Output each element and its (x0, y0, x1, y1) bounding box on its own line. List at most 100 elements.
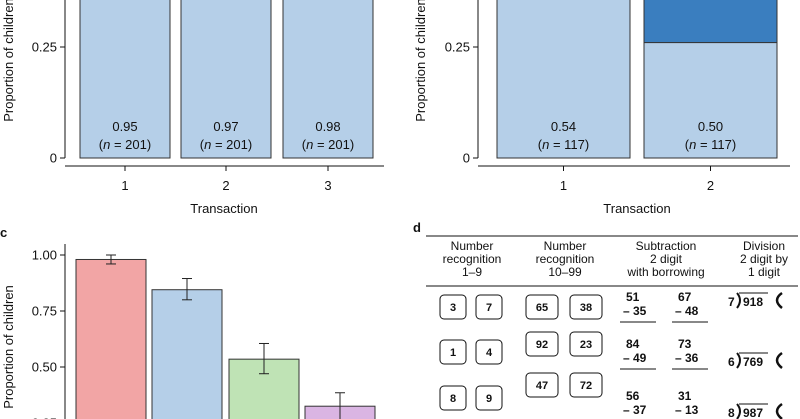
panel-c-axes: 0.25 0.50 0.75 1.00 (32, 244, 66, 419)
panel-d-cards: 3 7 1 4 8 9 65 38 92 23 47 72 (439, 294, 603, 411)
panel-a-ytick-label: 0 (50, 151, 57, 166)
panel-b: 0.54 (n = 117) 0.50 (n = 117) 1 2 0 0.25 0.50 P… (413, 0, 790, 216)
panel-c-ytick-label: 0.50 (32, 360, 57, 375)
division-divisor: 6 (728, 355, 735, 369)
panel-d-column-header: recognition (443, 252, 502, 266)
panel-a-bar-2 (180, 0, 272, 159)
panel-b-ylabel: Proportion of children (413, 0, 428, 122)
panel-c-ytick-label: 0.75 (32, 304, 57, 319)
panel-a-xtick-label: 1 (121, 178, 128, 193)
panel-d-column-header: Division (743, 239, 785, 253)
panel-d-column-header: with borrowing (626, 265, 704, 279)
panel-a-bar-value-label: 0.95 (112, 119, 137, 134)
panel-c-ylabel: Proportion of children (1, 285, 16, 409)
panel-a: 0.95(n = 201)0.97(n = 201)0.98(n = 201) … (1, 0, 384, 216)
subtraction-top: 84 (626, 337, 640, 351)
number-card-label: 65 (536, 302, 548, 314)
subtraction-top: 56 (626, 389, 640, 403)
panel-a-bar-3 (282, 0, 374, 159)
division-open-bracket-icon (775, 291, 783, 309)
subtraction-bottom: – 13 (675, 403, 699, 417)
number-card (569, 331, 603, 357)
division-divisor: 7 (728, 295, 735, 309)
panel-b-xtick-label: 1 (560, 178, 567, 193)
number-card-label: 38 (580, 302, 592, 314)
panel-b-ytick-label: 0.25 (445, 40, 470, 55)
number-card-label: 7 (486, 302, 492, 314)
panel-a-bars: 0.95 (n = 201) 0.97 (n = 201) 0.98 (n = 201) (79, 0, 374, 159)
panel-b-xlabel: Transaction (603, 201, 670, 216)
panel-d-column-header: 1 digit (748, 265, 781, 279)
panel-a-xtick-label: 3 (324, 178, 331, 193)
number-card (475, 385, 503, 411)
panel-b-bar-lower-1 (496, 0, 631, 159)
panel-b-axes: 1 2 0 0.25 0.50 (445, 0, 790, 193)
division-divisor: 8 (728, 406, 735, 419)
panel-a-bar-value-label: 0.97 (213, 119, 238, 134)
number-card-label: 4 (486, 347, 493, 359)
panel-b-ytick-label: 0 (463, 151, 470, 166)
panel-c-bar-1 (75, 258, 147, 419)
panel-a-ylabel: Proportion of children (1, 0, 16, 122)
division-dividend: 987 (743, 406, 763, 419)
panel-d-column-header: Number (451, 239, 494, 253)
number-card (525, 372, 559, 398)
panel-b-bar-value-label: 0.54 (551, 119, 576, 134)
panel-d-column-header: 2 digit by (740, 252, 788, 266)
subtraction-bottom: – 35 (623, 304, 647, 318)
panel-b-xtick-label: 2 (707, 178, 714, 193)
number-card (475, 294, 503, 320)
panel-b-bar-n-label: (n = 117) (538, 137, 589, 152)
panel-c-ytick-label: 0.25 (32, 416, 57, 419)
number-card (569, 294, 603, 320)
subtraction-bottom: – 37 (623, 403, 647, 417)
subtraction-bottom: – 48 (675, 304, 699, 318)
panel-a-bar-n-label: (n = 201) (302, 137, 354, 152)
number-card-label: 3 (450, 302, 456, 314)
number-card-label: 8 (450, 393, 456, 405)
division-bracket-icon (736, 292, 741, 309)
panel-d-column-header: Number (544, 239, 587, 253)
subtraction-bottom: – 49 (623, 351, 647, 365)
panel-a-bar-n-label: (n = 201) (200, 137, 252, 152)
panel-b-bar-value-label: 0.50 (698, 119, 723, 134)
number-card-label: 92 (536, 339, 548, 351)
number-card (439, 294, 467, 320)
subtraction-bottom: – 36 (675, 351, 699, 365)
number-card-label: 47 (536, 380, 548, 392)
panel-b-bar-n-label: (n = 117) (685, 137, 736, 152)
subtraction-top: 51 (626, 290, 640, 304)
panel-a-bar-value-label: 0.98 (315, 119, 340, 134)
number-card (525, 331, 559, 357)
panel-a-ytick-label: 0.25 (32, 40, 57, 55)
panel-d-column-header: 1–9 (462, 265, 482, 279)
number-card (569, 372, 603, 398)
subtraction-top: 73 (678, 337, 692, 351)
number-card-label: 1 (450, 347, 456, 359)
panel-c-letter: c (0, 225, 7, 240)
number-card-label: 72 (580, 380, 592, 392)
division-open-bracket-icon (775, 351, 783, 369)
panel-c-bars (75, 254, 376, 419)
number-card-label: 23 (580, 339, 592, 351)
panel-c: c 0.25 0.50 0.75 1.00 Proportion of childre… (0, 225, 376, 419)
panel-c-bar-2 (151, 289, 223, 419)
panel-c-ytick-label: 1.00 (32, 248, 57, 263)
panel-b-bars: 0.54 (n = 117) 0.50 (n = 117) (496, 0, 778, 159)
number-card (439, 339, 467, 365)
number-card (475, 339, 503, 365)
division-dividend: 769 (743, 355, 763, 369)
panel-a-xlabel: Transaction (190, 201, 257, 216)
panel-d-headers: Numberrecognition1–9Numberrecognition10–… (443, 239, 788, 279)
panel-d: d Numberrecognition1–9Numberrecognition1… (413, 220, 798, 419)
panel-d-subtraction: 51– 35 67– 48 84– 49 73– 36 56– 37 31– 13 (620, 290, 708, 417)
panel-b-bar-upper-2 (643, 0, 778, 44)
division-bracket-icon (736, 352, 741, 369)
division-dividend: 918 (743, 295, 763, 309)
number-card (525, 294, 559, 320)
panel-d-division: 7 918 6 769 8 987 (728, 291, 783, 419)
panel-d-column-header: 2 digit (650, 252, 683, 266)
division-bracket-icon (736, 403, 741, 419)
